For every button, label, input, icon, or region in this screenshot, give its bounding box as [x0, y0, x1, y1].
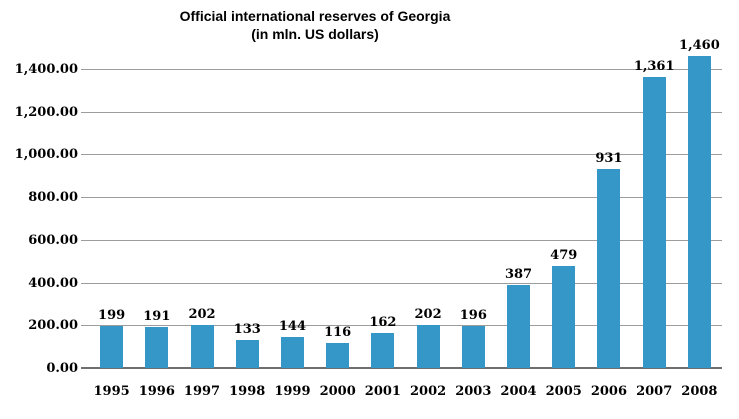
x-axis-label: 1999: [274, 384, 311, 399]
y-tick: [81, 325, 89, 327]
bar-2005: [552, 265, 576, 368]
y-gridline: [89, 282, 722, 284]
y-axis-label: 1,000.00: [14, 147, 78, 163]
bar-2001: [371, 333, 395, 368]
bar-data-label: 931: [595, 151, 623, 167]
y-axis-label: 0.00: [46, 361, 78, 376]
bar-data-label: 144: [278, 319, 307, 335]
y-tick: [81, 239, 89, 241]
x-axis-label: 1996: [138, 384, 175, 399]
bar-data-label: 387: [504, 267, 533, 283]
x-axis-label: 2003: [455, 384, 492, 399]
bar-1996: [145, 327, 169, 368]
y-gridline: [89, 68, 722, 70]
bar-data-label: 199: [98, 307, 126, 323]
bar-1995: [100, 325, 124, 368]
bar-2003: [461, 326, 485, 368]
plot-area: 199 191 202 133 144 116 162 202 196 387 479 931 1,36…: [81, 38, 722, 369]
bar-1999: [280, 337, 304, 368]
x-axis-line: [81, 367, 722, 369]
bar-data-label: 202: [188, 306, 216, 322]
bar-1998: [235, 339, 259, 368]
y-gridline: [89, 197, 722, 199]
bar-2002: [416, 324, 440, 368]
x-axis-label: 2005: [545, 384, 582, 399]
y-tick: [81, 111, 89, 113]
x-axis-label: 2000: [319, 384, 356, 399]
y-axis-label: 600.00: [28, 232, 78, 248]
y-tick: [81, 154, 89, 156]
y-axis-label: 1,400.00: [14, 61, 78, 77]
y-tick: [81, 68, 89, 70]
x-axis-label: 2006: [590, 384, 628, 399]
bar-data-label: 116: [324, 325, 352, 341]
x-axis-label: 2002: [410, 384, 447, 399]
bar-2008: [687, 56, 711, 368]
y-tick: [81, 282, 89, 284]
x-axis-label: 2001: [364, 384, 401, 399]
bar-2000: [326, 343, 350, 368]
bar-1997: [190, 324, 214, 368]
x-axis-label: 2004: [500, 384, 537, 399]
y-axis-label: 1,200.00: [14, 104, 78, 120]
chart-subtitle: (in mln. US dollars): [251, 26, 379, 42]
y-tick: [81, 197, 89, 199]
bar-data-label: 196: [459, 308, 487, 324]
bar-data-label: 479: [550, 247, 578, 263]
y-axis-label: 400.00: [28, 275, 78, 291]
bar-2004: [507, 285, 531, 368]
y-gridline: [89, 154, 722, 156]
chart-title: Official international reserves of Georg…: [179, 8, 451, 24]
bar-data-label: 133: [233, 321, 261, 337]
x-axis-label: 1995: [93, 384, 130, 399]
y-gridline: [89, 239, 722, 241]
x-axis-label: 1997: [183, 384, 221, 399]
y-axis-label: 200.00: [28, 318, 78, 334]
x-axis-label: 1998: [229, 384, 266, 399]
x-axis-label: 2007: [636, 384, 673, 399]
bar-data-label: 202: [414, 306, 442, 322]
bar-data-label: 191: [143, 309, 171, 325]
bar-data-label: 1,361: [633, 59, 675, 75]
bar-2007: [642, 77, 666, 368]
bar-data-label: 162: [369, 315, 397, 331]
x-axis-label: 2008: [681, 384, 718, 399]
y-gridline: [89, 325, 722, 327]
y-gridline: [89, 111, 722, 113]
chart-title-block: Official international reserves of Georg…: [0, 7, 630, 43]
bar-data-label: 1,460: [679, 38, 720, 54]
bar-2006: [597, 169, 621, 368]
y-axis-label: 800.00: [28, 190, 78, 206]
